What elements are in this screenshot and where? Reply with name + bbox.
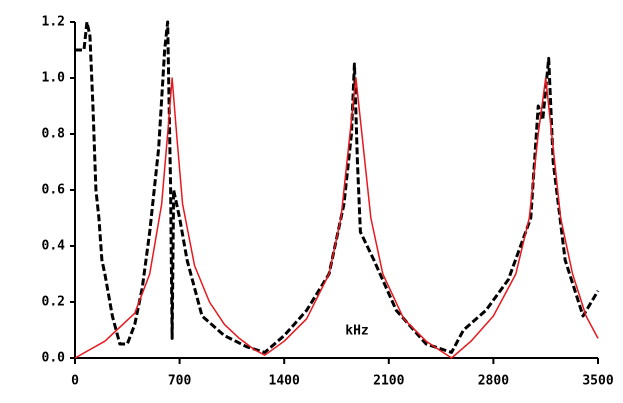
y-tick-label: 1.2 <box>42 15 65 30</box>
annotation: kHz <box>345 324 368 339</box>
x-tick-label: 1400 <box>269 374 300 389</box>
y-tick-label: 0.8 <box>42 127 66 142</box>
x-tick-label: 700 <box>168 374 192 389</box>
y-tick-label: 0.6 <box>42 183 66 198</box>
x-tick-label: 3500 <box>582 374 613 389</box>
y-tick-label: 1.0 <box>42 71 66 86</box>
data-line <box>75 20 600 354</box>
y-tick-label: 0.2 <box>42 295 65 310</box>
y-tick-label: 0.0 <box>42 351 66 366</box>
x-tick-label: 0 <box>71 374 79 389</box>
x-tick-label: 2100 <box>373 374 404 389</box>
y-tick-label: 0.4 <box>42 239 66 254</box>
data-line <box>74 77 599 359</box>
x-tick-label: 2800 <box>478 374 509 389</box>
